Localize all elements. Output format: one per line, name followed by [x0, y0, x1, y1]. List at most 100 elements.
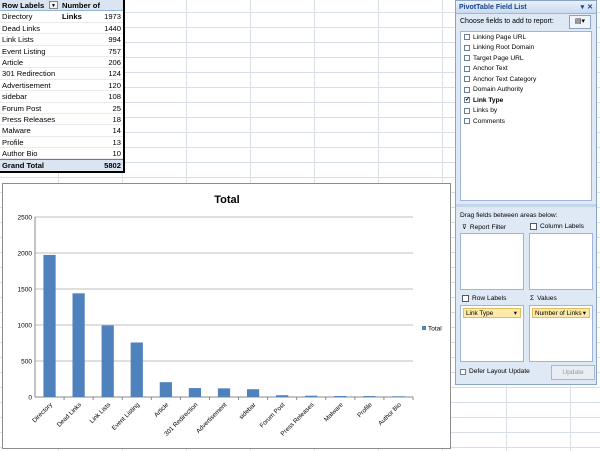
- row-chip-label: Link Type: [466, 310, 494, 317]
- checkbox[interactable]: [464, 65, 470, 72]
- pivot-row-label: Article: [2, 57, 24, 67]
- chart-title: Total: [214, 194, 239, 206]
- checkbox[interactable]: [464, 44, 470, 51]
- pivot-row-value: 1973: [104, 12, 121, 22]
- report-filter-area[interactable]: [460, 233, 524, 290]
- checked-checkbox[interactable]: ✓: [464, 97, 471, 104]
- pane-title-bar: PivotTable Field List ▾ ✕: [456, 1, 596, 14]
- field-item-label: Linking Page URL: [473, 33, 527, 41]
- row-labels-filter-button[interactable]: ▼: [49, 1, 58, 10]
- pivot-row[interactable]: Malware 14: [0, 125, 123, 137]
- pivot-row[interactable]: Forum Post 25: [0, 103, 123, 114]
- sigma-icon: Σ: [530, 295, 535, 302]
- pivot-row[interactable]: Link Lists 994: [0, 34, 123, 46]
- checkbox[interactable]: [464, 34, 470, 41]
- pivot-header-row: Row Labels ▼ Number of Links: [0, 0, 123, 21]
- x-tick-label: Article: [153, 401, 171, 419]
- pivot-row[interactable]: Press Releases 18: [0, 114, 123, 126]
- x-tick-label: Event Listing: [111, 401, 142, 432]
- pivot-row[interactable]: Advertisement 120: [0, 80, 123, 92]
- field-item[interactable]: Linking Root Domain: [461, 43, 591, 54]
- pivot-row[interactable]: Dead Links 1440: [0, 23, 123, 35]
- checkbox[interactable]: [464, 107, 470, 114]
- field-item-label: Linking Root Domain: [473, 44, 535, 52]
- bar: [72, 293, 85, 397]
- update-button[interactable]: Update: [551, 365, 595, 380]
- field-item[interactable]: Linking Page URL: [461, 32, 591, 43]
- pivot-row-value: 757: [108, 46, 121, 56]
- pivot-row-value: 10: [112, 149, 121, 159]
- pivot-row-label: Malware: [2, 126, 31, 136]
- filter-icon: ⊽: [462, 224, 467, 231]
- row-labels-label: Row Labels: [462, 295, 506, 302]
- chevron-down-icon[interactable]: ▾: [513, 310, 517, 317]
- column-labels-area[interactable]: [529, 233, 593, 290]
- pivot-row-label: Advertisement: [2, 80, 51, 90]
- bar: [246, 389, 260, 397]
- pivot-row[interactable]: Event Listing 757: [0, 46, 123, 57]
- x-tick-label: Dead Links: [56, 401, 83, 428]
- bar: [101, 325, 114, 397]
- pane-menu-icon[interactable]: ▾: [580, 4, 585, 11]
- pivot-row-label: Directory: [2, 12, 33, 22]
- pivot-row[interactable]: Directory 1973: [0, 11, 123, 23]
- pivot-chart[interactable]: Total 0 500 1000 1500 2000 2500 Directory Dead L…: [2, 183, 451, 449]
- pivot-row[interactable]: Article 206: [0, 57, 123, 69]
- checkbox[interactable]: [464, 55, 470, 62]
- pane-splitter[interactable]: [456, 204, 596, 207]
- field-item-label: Link Type: [473, 96, 504, 104]
- bar: [159, 382, 172, 397]
- grand-total-label: Grand Total: [2, 161, 45, 170]
- layout-options-button[interactable]: ▤▾: [569, 15, 591, 29]
- pivot-row[interactable]: Author Bio 10: [0, 148, 123, 160]
- pivot-row[interactable]: sidebar 108: [0, 91, 123, 103]
- values-area[interactable]: Number of Links ▾: [529, 305, 593, 362]
- pane-title: PivotTable Field List: [459, 3, 527, 11]
- field-item[interactable]: Links by: [461, 106, 591, 117]
- pivot-row-value: 1440: [104, 23, 121, 33]
- pivot-row-label: Link Lists: [2, 35, 34, 45]
- bar: [276, 395, 289, 397]
- checkbox[interactable]: [464, 76, 470, 83]
- layout-icon: ▤▾: [574, 18, 586, 25]
- column-labels-icon: [530, 223, 537, 230]
- y-tick-label: 2000: [18, 251, 33, 258]
- field-item-label: Domain Authority: [473, 86, 524, 94]
- pivot-row[interactable]: Profile 13: [0, 137, 123, 149]
- field-item-label: Anchor Text Category: [473, 75, 537, 83]
- field-item[interactable]: Target Page URL: [461, 53, 591, 64]
- x-tick-label: Forum Post: [259, 401, 287, 429]
- row-labels-area[interactable]: Link Type ▾: [460, 305, 524, 362]
- pivot-row-value: 18: [112, 114, 121, 124]
- pivot-row-label: Press Releases: [2, 114, 56, 124]
- checkbox[interactable]: [464, 118, 470, 125]
- field-item[interactable]: ✓ Link Type: [461, 95, 591, 106]
- field-item-label: Target Page URL: [473, 54, 524, 62]
- choose-fields-label: Choose fields to add to report:: [460, 18, 554, 25]
- values-chip-label: Number of Links: [535, 310, 582, 317]
- y-tick-label: 1000: [18, 323, 33, 330]
- pivot-row-value: 25: [112, 103, 121, 113]
- field-item[interactable]: Anchor Text: [461, 64, 591, 75]
- close-icon[interactable]: ✕: [587, 4, 593, 11]
- values-field-chip-number-of-links[interactable]: Number of Links ▾: [532, 308, 590, 318]
- defer-checkbox[interactable]: [460, 368, 466, 375]
- pivot-row[interactable]: 301 Redirection 124: [0, 68, 123, 80]
- chevron-down-icon[interactable]: ▾: [582, 310, 586, 317]
- bar: [334, 395, 347, 397]
- field-item[interactable]: Comments: [461, 116, 591, 127]
- defer-layout-update[interactable]: Defer Layout Update: [460, 368, 530, 375]
- pivot-row-value: 994: [108, 35, 121, 45]
- checkbox[interactable]: [464, 86, 470, 93]
- row-field-chip-link-type[interactable]: Link Type ▾: [463, 308, 521, 318]
- x-tick-label: Directory: [31, 401, 54, 424]
- y-tick-label: 0: [28, 395, 32, 402]
- bar: [130, 342, 143, 397]
- x-tick-label: Advertisement: [195, 401, 229, 435]
- pivot-table[interactable]: Row Labels ▼ Number of Links Directory 19…: [0, 0, 125, 173]
- pivot-row-value: 14: [112, 126, 121, 136]
- row-labels-header: Row Labels: [2, 0, 45, 10]
- field-item[interactable]: Domain Authority: [461, 85, 591, 96]
- pivot-grand-total-row: Grand Total 5802: [0, 159, 123, 171]
- field-item[interactable]: Anchor Text Category: [461, 74, 591, 85]
